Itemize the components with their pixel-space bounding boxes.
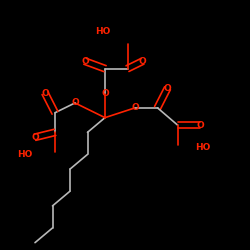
Text: O: O <box>31 133 39 142</box>
Text: HO: HO <box>195 142 210 152</box>
Text: O: O <box>164 84 172 93</box>
Text: O: O <box>71 98 79 108</box>
Text: O: O <box>81 57 89 66</box>
Text: O: O <box>196 120 204 130</box>
Text: O: O <box>41 89 49 98</box>
Text: O: O <box>101 89 109 98</box>
Text: HO: HO <box>94 27 110 36</box>
Text: HO: HO <box>17 150 32 159</box>
Text: O: O <box>131 103 139 112</box>
Text: O: O <box>138 57 146 66</box>
